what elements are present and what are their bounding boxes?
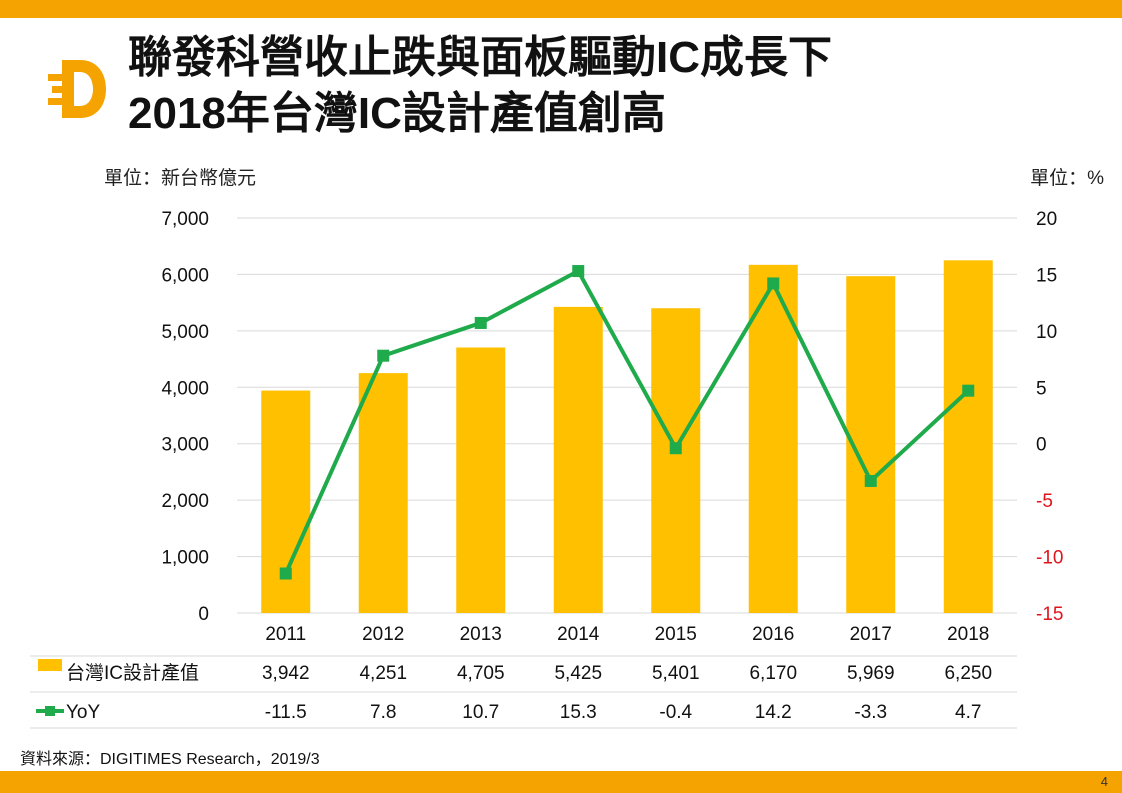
x-axis-tick-label: 2015 — [655, 624, 697, 645]
x-axis-tick-label: 2013 — [460, 624, 502, 645]
table-value-bar: 6,250 — [944, 663, 992, 684]
legend-bar-swatch — [38, 659, 62, 671]
left-axis-unit: 單位：新台幣億元 — [104, 168, 257, 189]
left-axis-tick-label: 0 — [198, 604, 209, 625]
yoy-marker — [962, 384, 975, 397]
right-axis-tick-label: 15 — [1036, 265, 1057, 286]
left-axis-tick-label: 5,000 — [161, 322, 209, 343]
x-axis-tick-label: 2014 — [557, 624, 600, 645]
right-axis-tick-label: 10 — [1036, 322, 1057, 343]
table-value-bar: 5,969 — [847, 663, 895, 684]
table-value-yoy: 10.7 — [462, 702, 499, 723]
digitimes-logo-icon — [48, 60, 106, 118]
x-axis-tick-label: 2011 — [265, 624, 306, 645]
table-value-bar: 4,251 — [359, 663, 407, 684]
page-number: 4 — [1100, 774, 1108, 789]
bar — [358, 373, 408, 613]
left-axis-tick-label: 1,000 — [161, 548, 209, 569]
table-value-bar: 3,942 — [262, 663, 310, 684]
bar — [651, 308, 701, 613]
table-value-yoy: 14.2 — [755, 702, 792, 723]
table-value-bar: 6,170 — [749, 663, 797, 684]
bar — [943, 260, 993, 613]
title-line-1: 聯發科營收止跌與面板驅動IC成長下 — [128, 33, 832, 82]
table-value-yoy: -0.4 — [659, 702, 692, 723]
yoy-marker — [767, 277, 780, 290]
right-axis-tick-label: 5 — [1036, 378, 1047, 399]
table-value-yoy: 7.8 — [370, 702, 396, 723]
bar — [748, 264, 798, 613]
right-axis-tick-label: -10 — [1036, 548, 1063, 569]
table-value-yoy: -3.3 — [854, 702, 887, 723]
top-accent-bar — [0, 0, 1122, 18]
bar — [456, 347, 506, 613]
source-note: 資料來源：DIGITIMES Research，2019/3 — [20, 751, 320, 768]
x-axis-tick-label: 2017 — [850, 624, 892, 645]
right-axis-tick-label: 20 — [1036, 209, 1057, 230]
yoy-marker — [377, 349, 390, 362]
legend-line-marker — [45, 706, 55, 716]
table-value-bar: 5,425 — [554, 663, 602, 684]
yoy-marker — [864, 474, 877, 487]
x-axis-tick-label: 2018 — [947, 624, 989, 645]
table-value-yoy: -11.5 — [265, 702, 307, 723]
yoy-line — [283, 269, 970, 575]
table-value-bar: 5,401 — [652, 663, 700, 684]
right-axis-tick-label: -5 — [1036, 491, 1053, 512]
yoy-marker — [669, 442, 682, 455]
x-axis-tick-label: 2012 — [362, 624, 404, 645]
left-axis-tick-label: 4,000 — [161, 378, 209, 399]
table-value-bar: 4,705 — [457, 663, 505, 684]
legend-bar-label: 台灣IC設計產值 — [66, 662, 199, 684]
left-axis-tick-label: 6,000 — [161, 265, 209, 286]
x-axis-tick-label: 2016 — [752, 624, 794, 645]
right-axis-tick-label: 0 — [1036, 435, 1047, 456]
left-axis-tick-label: 2,000 — [161, 491, 209, 512]
table-value-yoy: 4.7 — [955, 702, 981, 723]
legend-line-label: YoY — [66, 702, 100, 723]
right-axis-unit: 單位：% — [1030, 168, 1104, 189]
yoy-marker — [279, 567, 292, 580]
right-axis-tick-label: -15 — [1036, 604, 1063, 625]
left-axis-tick-label: 7,000 — [161, 209, 209, 230]
yoy-marker — [474, 316, 487, 329]
page-title: 聯發科營收止跌與面板驅動IC成長下 2018年台灣IC設計產值創高 — [128, 30, 832, 142]
bar — [261, 390, 311, 613]
yoy-marker — [572, 265, 585, 278]
left-axis-tick-label: 3,000 — [161, 435, 209, 456]
bar — [553, 306, 603, 613]
table-value-yoy: 15.3 — [560, 702, 597, 723]
title-line-2: 2018年台灣IC設計產值創高 — [128, 89, 666, 138]
bottom-accent-bar — [0, 771, 1122, 793]
